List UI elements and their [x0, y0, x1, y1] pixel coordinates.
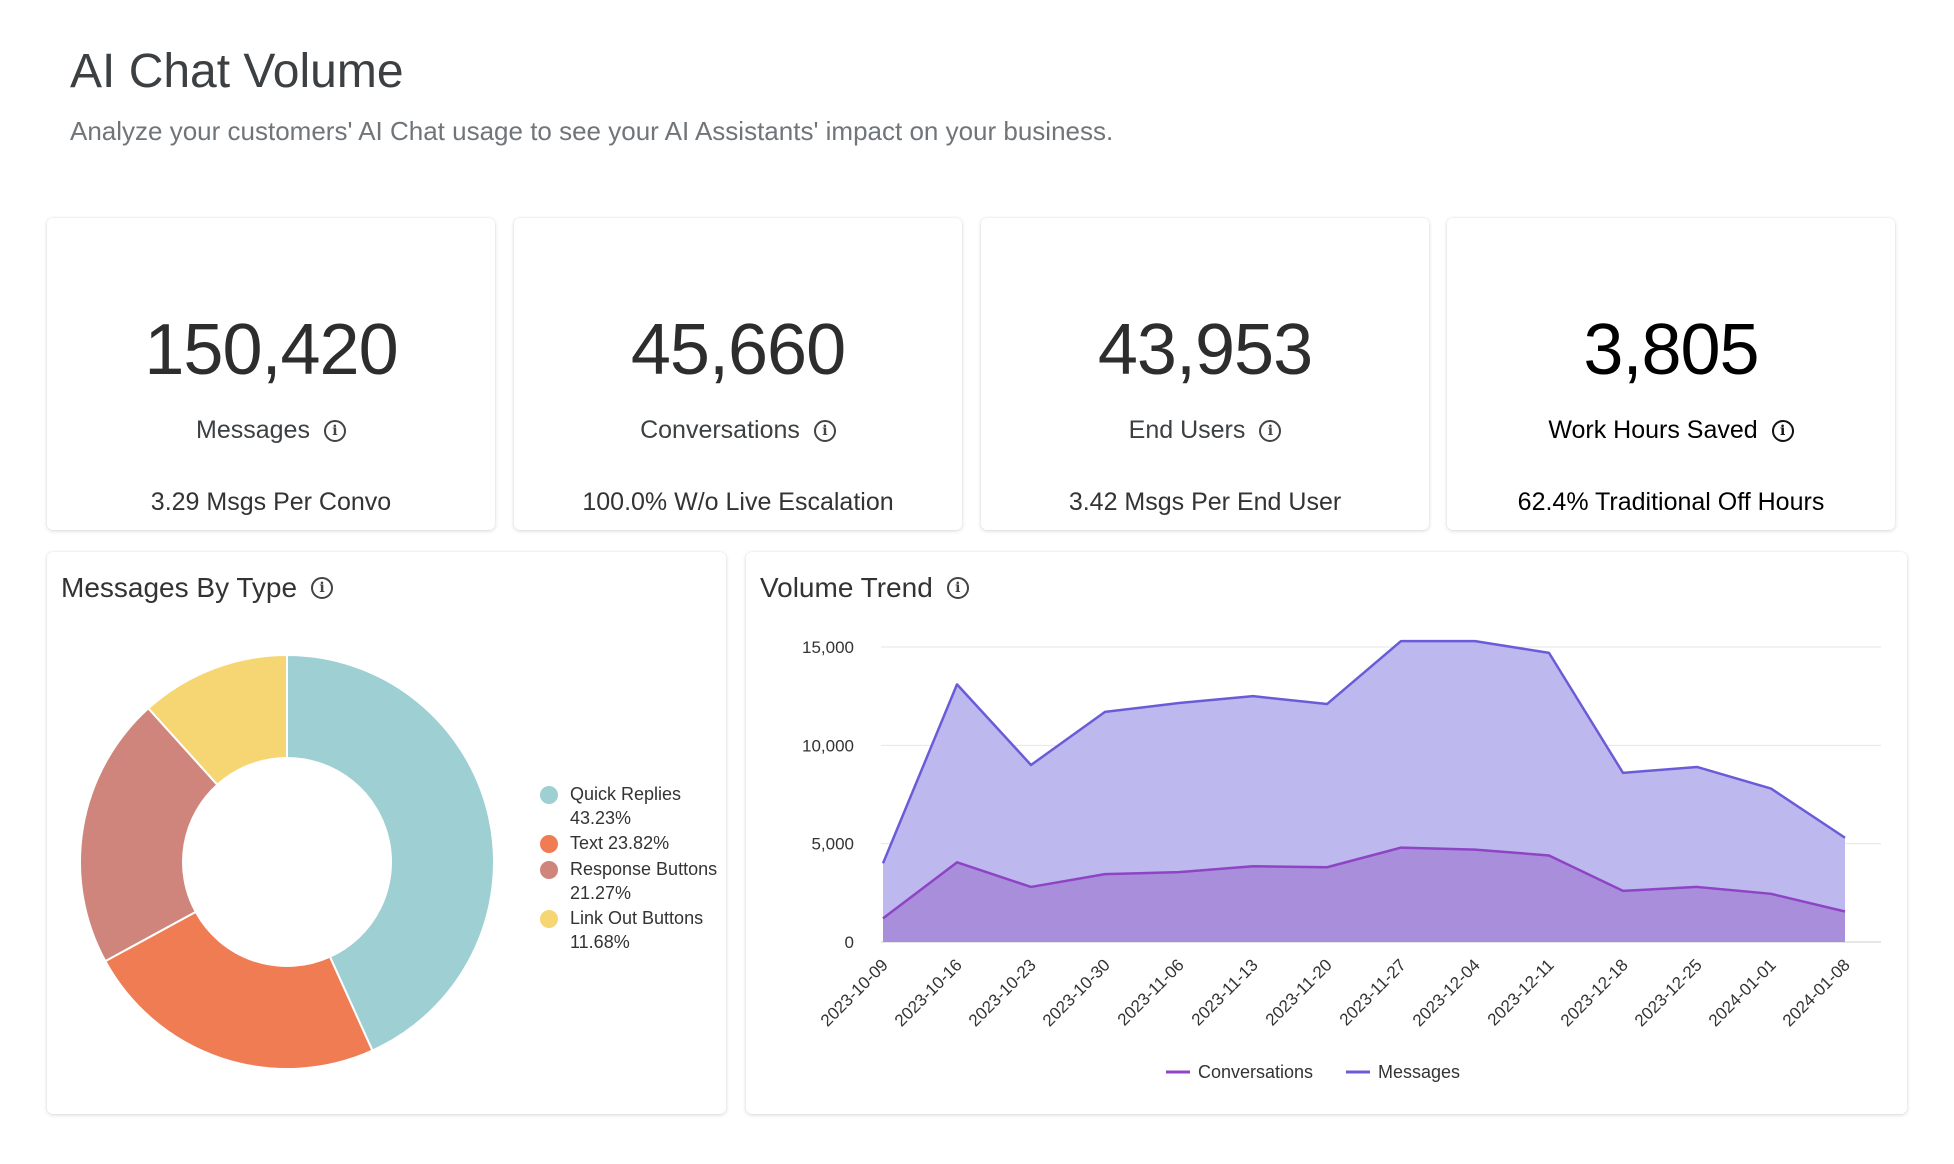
messages-by-type-panel: Messages By Type i Quick Replies 43.23% … [47, 552, 726, 1114]
legend-label-conversations[interactable]: Conversations [1198, 1062, 1313, 1082]
volume-trend-panel: Volume Trend i 0 5,000 10,000 15,000 2023-10… [746, 552, 1907, 1114]
panel-title: Volume Trend [760, 572, 933, 603]
kpi-subtext: 3.29 Msgs Per Convo [150, 488, 392, 516]
legend-swatch [540, 786, 558, 804]
kpi-subtext: 100.0% W/o Live Escalation [582, 488, 894, 516]
info-icon[interactable]: i [323, 419, 346, 442]
kpi-value: 45,660 [630, 310, 846, 390]
legend-label: Response Buttons [570, 859, 718, 879]
y-tick-label: 0 [845, 933, 854, 952]
legend-pct: 23.82% [608, 833, 670, 853]
page-title: AI Chat Volume [70, 45, 404, 98]
line-conversations[interactable] [882, 846, 1846, 920]
kpi-label: Work Hours Saved [1548, 416, 1758, 444]
line-messages[interactable] [881, 639, 1846, 864]
x-tick-label: 2023-12-04 [1409, 955, 1484, 1030]
x-tick-label: 2023-10-23 [965, 955, 1040, 1030]
legend-item-response-buttons[interactable]: Response Buttons 21.27% [570, 857, 720, 905]
legend-swatch [540, 835, 558, 853]
kpi-card-messages: 150,420 Messages i 3.29 Msgs Per Convo [47, 218, 495, 530]
info-icon[interactable]: i [946, 577, 969, 599]
donut-slice-quick-replies[interactable] [286, 653, 495, 1052]
page-subtitle: Analyze your customers' AI Chat usage to… [70, 116, 1114, 146]
kpi-card-end-users: 43,953 End Users i 3.42 Msgs Per End Use… [981, 218, 1429, 530]
x-tick-label: 2023-11-20 [1262, 955, 1336, 1029]
x-tick-label: 2023-12-11 [1484, 955, 1558, 1029]
kpi-label-row: Messages i [47, 416, 495, 445]
donut-chart [79, 653, 495, 1070]
info-icon[interactable]: i [311, 577, 334, 599]
x-tick-label: 2023-12-18 [1557, 955, 1632, 1030]
legend-swatch [540, 861, 558, 879]
kpi-subtext: 62.4% Traditional Off Hours [1517, 488, 1825, 516]
area-messages [883, 641, 1845, 942]
legend-label: Text [570, 833, 604, 853]
legend-pct: 11.68% [570, 932, 630, 952]
panel-title: Messages By Type [61, 572, 298, 603]
info-icon[interactable]: i [1771, 419, 1794, 442]
legend-item-text[interactable]: Text 23.82% [570, 831, 720, 855]
kpi-label: End Users [1128, 416, 1246, 444]
area-conversations [883, 847, 1845, 942]
kpi-label: Messages [196, 416, 310, 444]
panel-title-row: Messages By Type i [61, 572, 334, 604]
kpi-card-conversations: 45,660 Conversations i 100.0% W/o Live E… [514, 218, 962, 530]
info-icon[interactable]: i [1259, 419, 1282, 442]
kpi-value: 43,953 [1097, 310, 1313, 390]
x-tick-label: 2023-12-25 [1631, 955, 1706, 1030]
y-tick-label: 5,000 [811, 835, 854, 854]
legend-item-link-out-buttons[interactable]: Link Out Buttons 11.68% [570, 906, 720, 954]
kpi-card-work-hours-saved: 3,805 Work Hours Saved i 62.4% Tradition… [1447, 218, 1895, 530]
kpi-label-row: End Users i [981, 416, 1429, 445]
kpi-label-row: Work Hours Saved i [1447, 416, 1895, 445]
legend-label: Link Out Buttons [570, 908, 704, 928]
x-tick-label: 2023-10-30 [1039, 955, 1114, 1030]
donut-slice-link-out-buttons[interactable] [146, 653, 288, 787]
x-tick-label: 2023-11-13 [1188, 955, 1262, 1029]
x-tick-label: 2024-01-01 [1705, 955, 1780, 1030]
y-tick-label: 15,000 [802, 638, 854, 657]
kpi-value: 3,805 [1583, 310, 1759, 390]
legend-label-messages[interactable]: Messages [1378, 1062, 1460, 1082]
x-tick-label: 2023-11-06 [1114, 955, 1188, 1029]
legend-item-quick-replies[interactable]: Quick Replies 43.23% [570, 782, 720, 830]
kpi-subtext: 3.42 Msgs Per End User [1068, 488, 1342, 516]
legend-pct: 21.27% [570, 883, 632, 903]
kpi-label: Conversations [640, 416, 800, 444]
kpi-label-row: Conversations i [514, 416, 962, 445]
x-tick-label: 2024-01-08 [1779, 955, 1854, 1030]
legend-label: Quick Replies [570, 784, 682, 804]
x-tick-label: 2023-10-09 [817, 955, 892, 1030]
legend-pct: 43.23% [570, 808, 632, 828]
panel-title-row: Volume Trend i [760, 572, 969, 604]
kpi-value: 150,420 [144, 310, 398, 390]
legend-swatch [540, 910, 558, 928]
donut-slice-text[interactable] [103, 910, 374, 1070]
info-icon[interactable]: i [813, 419, 836, 442]
x-tick-label: 2023-11-27 [1336, 955, 1410, 1029]
x-tick-label: 2023-10-16 [891, 955, 966, 1030]
donut-slice-response-buttons[interactable] [79, 706, 219, 963]
y-tick-label: 10,000 [802, 736, 854, 755]
